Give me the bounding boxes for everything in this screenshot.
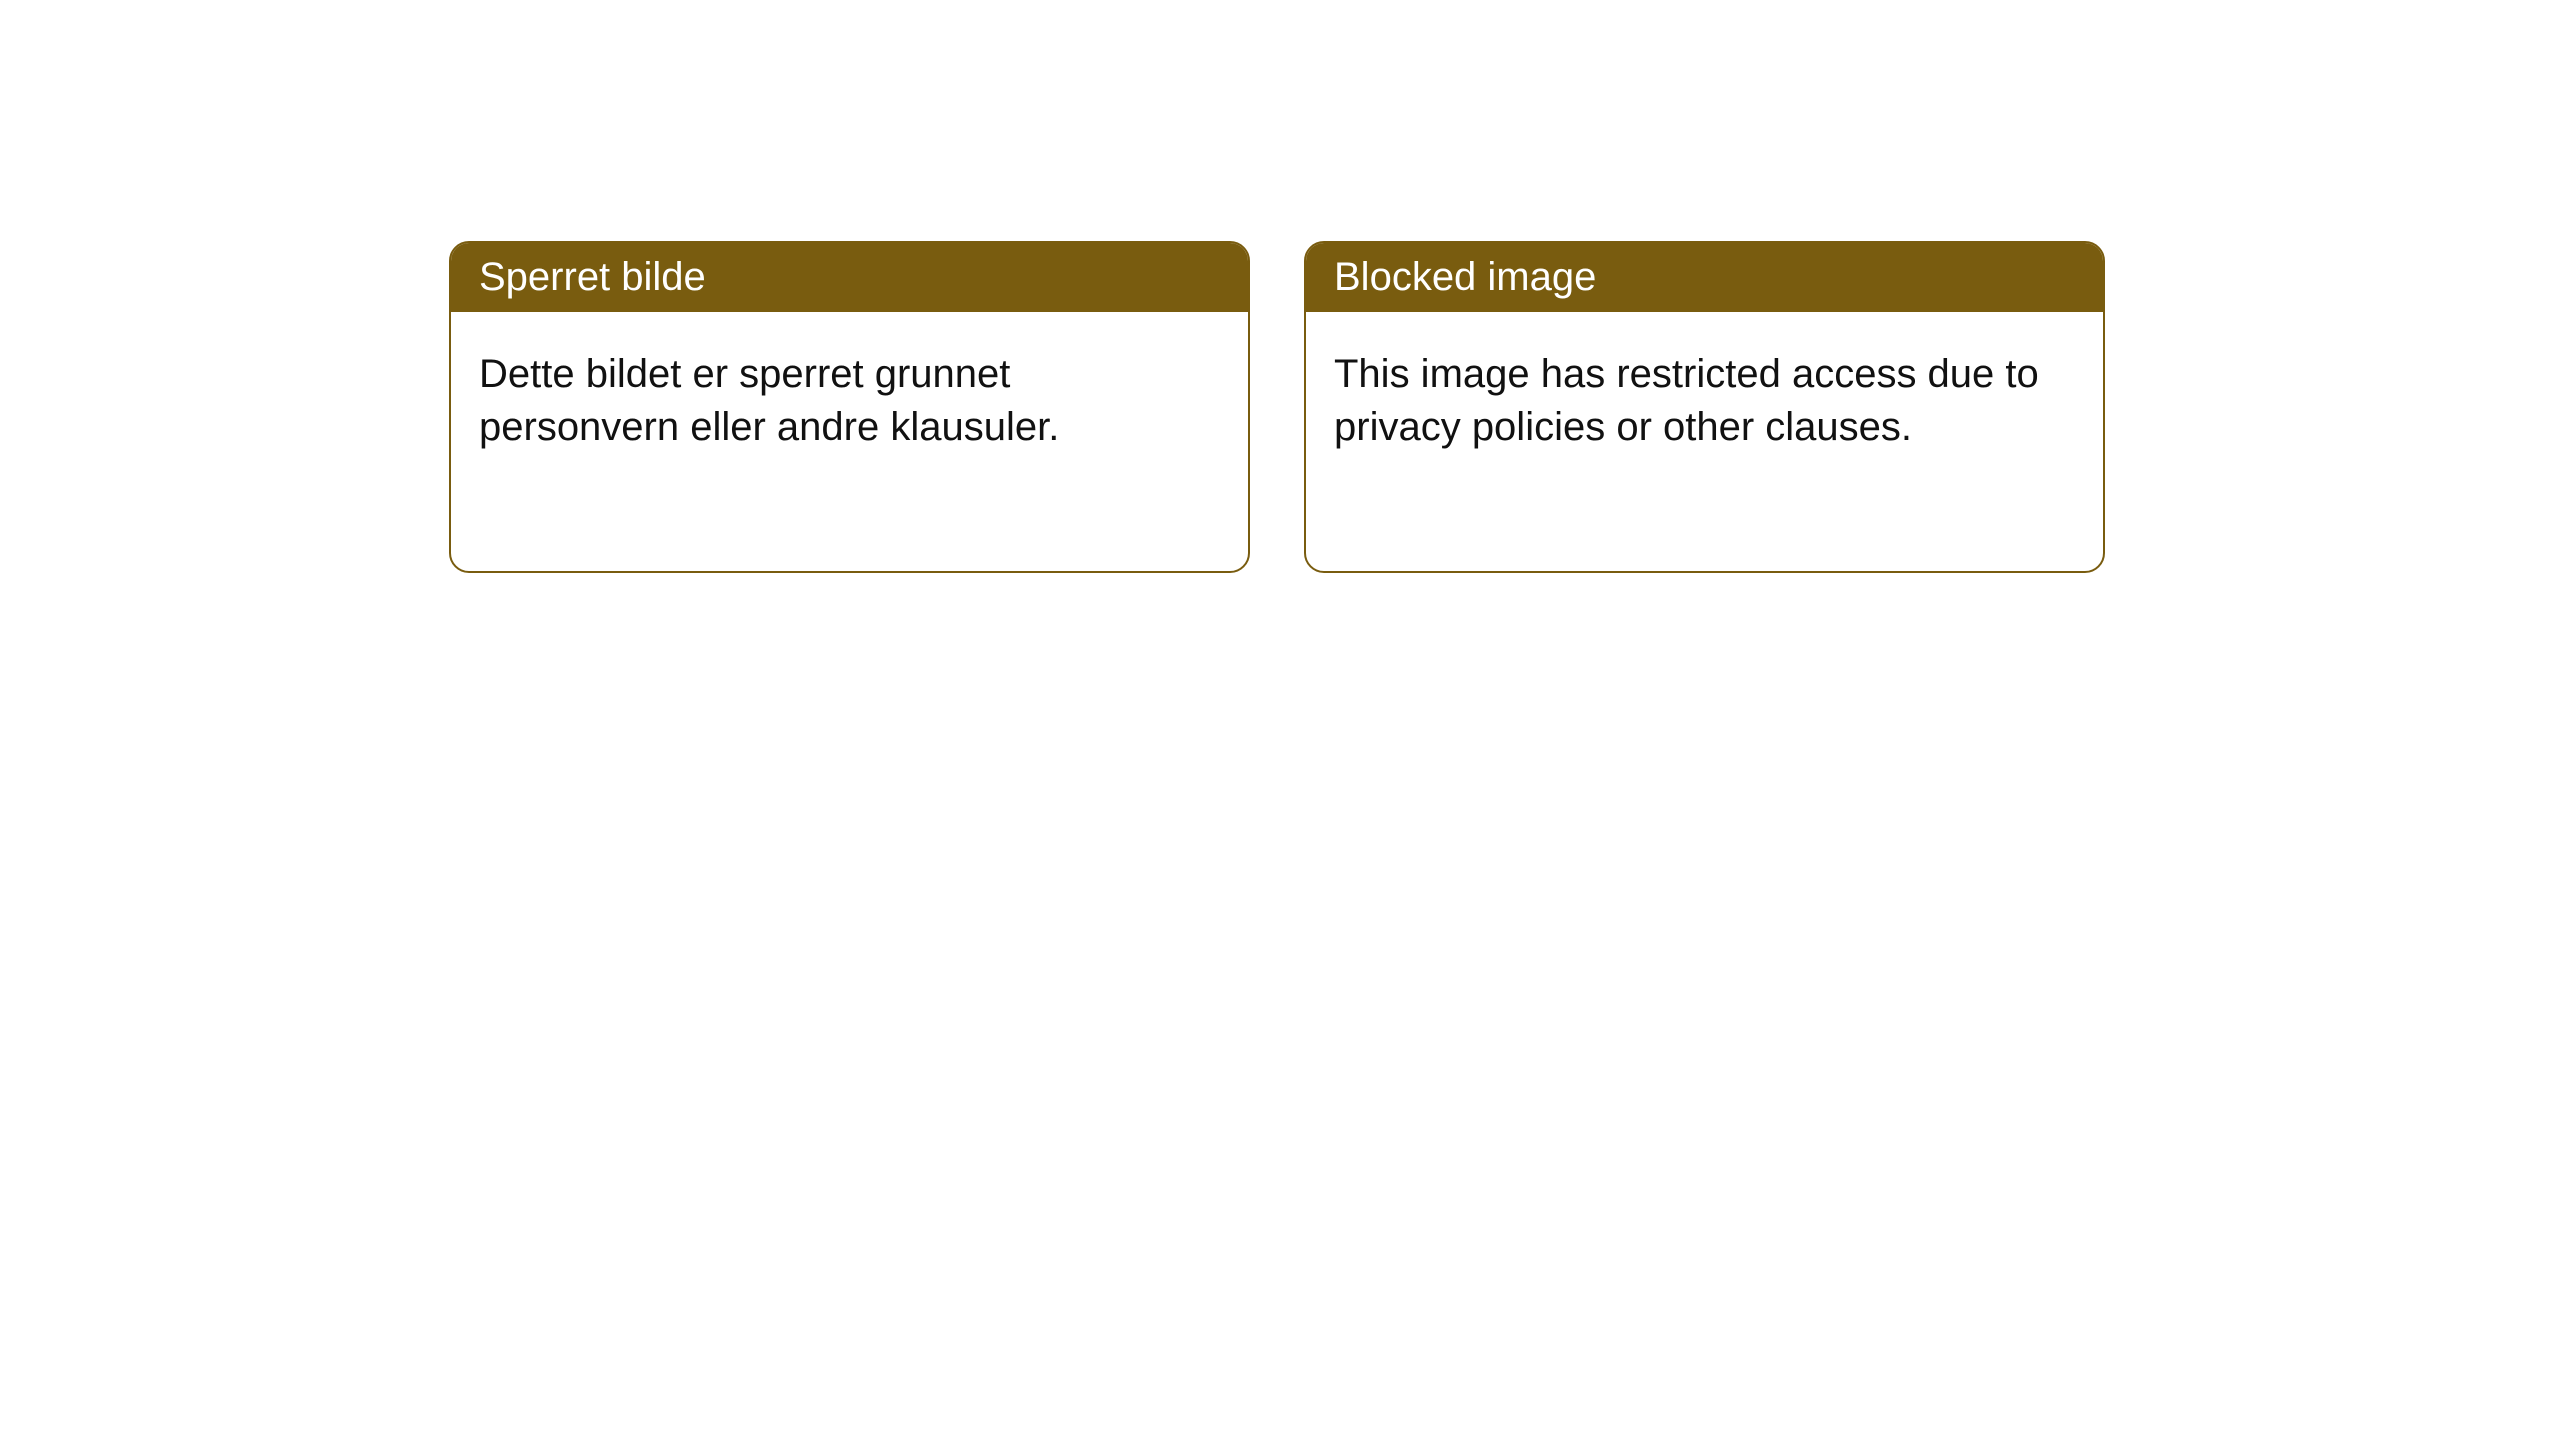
notice-header-en: Blocked image — [1306, 243, 2103, 312]
notice-card-en: Blocked image This image has restricted … — [1304, 241, 2105, 573]
notice-body-no: Dette bildet er sperret grunnet personve… — [451, 312, 1248, 571]
notice-body-en: This image has restricted access due to … — [1306, 312, 2103, 571]
notice-card-no: Sperret bilde Dette bildet er sperret gr… — [449, 241, 1250, 573]
notice-header-no: Sperret bilde — [451, 243, 1248, 312]
notice-container: Sperret bilde Dette bildet er sperret gr… — [449, 241, 2105, 573]
